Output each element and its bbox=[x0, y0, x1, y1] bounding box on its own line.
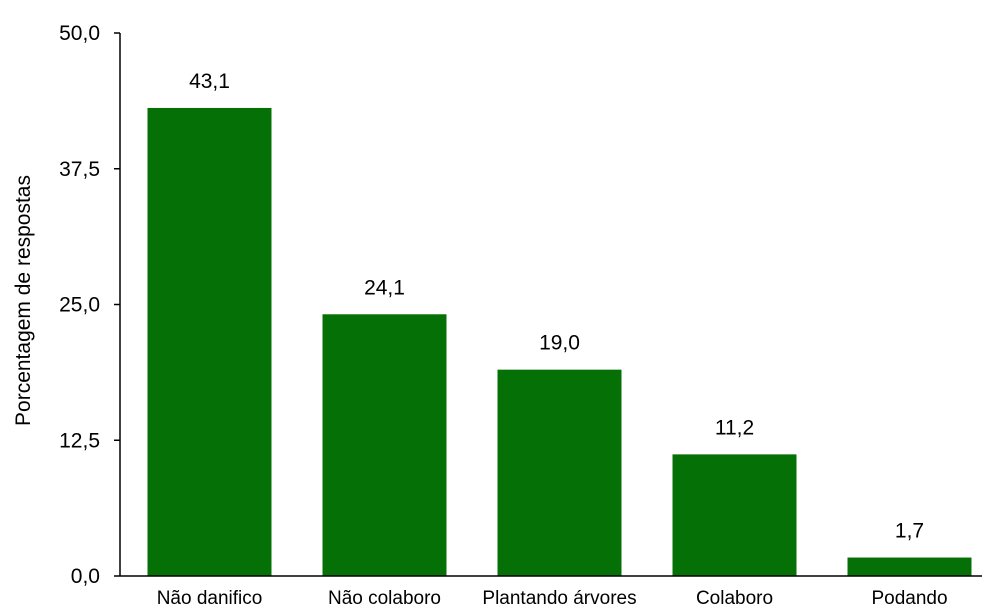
category-label: Podando bbox=[871, 588, 947, 609]
bar bbox=[672, 454, 797, 576]
y-tick-label: 50,0 bbox=[59, 22, 100, 45]
category-label: Não danifico bbox=[157, 588, 263, 609]
data-labels: 43,1 24,1 19,0 11,2 1,7 bbox=[189, 70, 924, 543]
y-tick-label: 37,5 bbox=[59, 158, 100, 181]
y-axis-ticks: 0,0 12,5 25,0 37,5 50,0 bbox=[59, 22, 120, 588]
category-labels: Não danifico Não colaboro Plantando árvore… bbox=[157, 588, 948, 609]
bar bbox=[147, 107, 272, 577]
category-label: Colaboro bbox=[696, 588, 773, 609]
bar-value-label: 1,7 bbox=[895, 520, 924, 543]
category-label: Plantando árvores bbox=[482, 588, 636, 609]
category-label: Não colaboro bbox=[328, 588, 441, 609]
y-tick-label: 0,0 bbox=[71, 565, 100, 588]
bar-value-label: 19,0 bbox=[539, 332, 580, 355]
bar bbox=[497, 369, 622, 576]
y-tick-label: 25,0 bbox=[59, 294, 100, 317]
y-tick-label: 12,5 bbox=[59, 429, 100, 452]
bar-value-label: 43,1 bbox=[189, 70, 230, 93]
bar bbox=[847, 557, 972, 576]
bar-value-label: 11,2 bbox=[715, 416, 754, 439]
y-axis-title: Porcentagem de respostas bbox=[12, 175, 35, 426]
bar bbox=[322, 314, 447, 576]
bar-value-label: 24,1 bbox=[364, 276, 405, 299]
bars bbox=[147, 107, 972, 577]
